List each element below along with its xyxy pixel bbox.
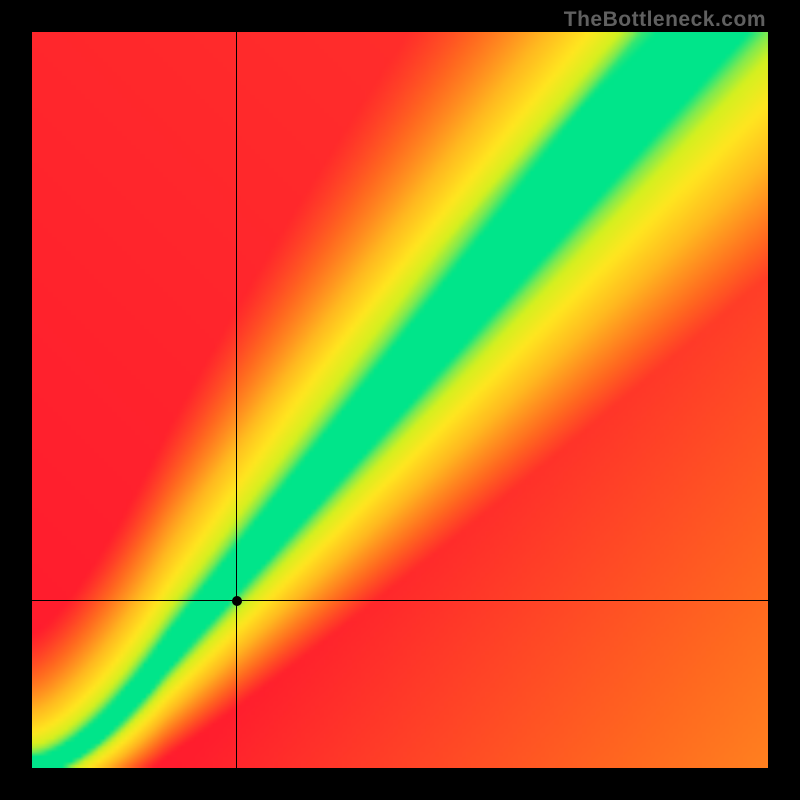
heatmap-canvas	[32, 32, 768, 768]
crosshair-vertical	[236, 32, 237, 768]
crosshair-horizontal	[32, 600, 768, 601]
crosshair-marker	[232, 596, 242, 606]
watermark-text: TheBottleneck.com	[564, 8, 766, 32]
